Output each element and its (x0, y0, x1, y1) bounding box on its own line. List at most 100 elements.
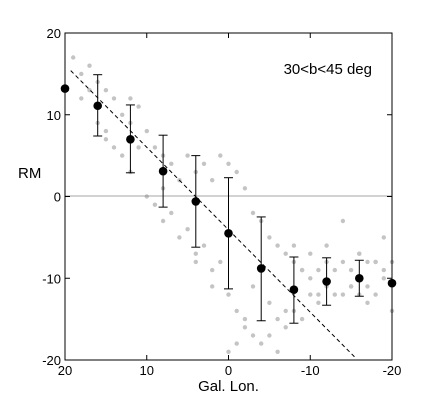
y-tick-label: 20 (47, 26, 61, 41)
scatter-point (111, 96, 117, 101)
scatter-point (226, 292, 231, 297)
error-bars (93, 74, 364, 324)
scatter-point (201, 243, 207, 248)
scatter-point (120, 112, 125, 118)
mean-marker (126, 134, 135, 144)
scatter-point (120, 153, 125, 158)
y-tick-label: -10 (42, 271, 61, 286)
mean-marker (191, 197, 201, 206)
scatter-point (169, 161, 174, 166)
scatter-point (103, 137, 109, 142)
scatter-point (128, 96, 133, 101)
x-axis-title: Gal. Lon. (198, 378, 259, 395)
scatter-point (87, 63, 92, 68)
scatter-point (250, 333, 256, 338)
y-axis-ticks: 20 10 0 -10 -20 (42, 26, 392, 368)
scatter-point (234, 169, 239, 175)
scatter-point (193, 251, 198, 256)
scatter-point (234, 341, 239, 346)
scatter-point (136, 145, 141, 150)
scatter-point (185, 227, 190, 232)
scatter-point (291, 243, 297, 248)
mean-marker (93, 101, 102, 111)
scatter-point (201, 161, 207, 166)
y-tick-label: 0 (54, 190, 61, 205)
x-tick-label: -10 (301, 363, 320, 378)
scatter-point (340, 259, 346, 265)
x-tick-label: -20 (383, 363, 402, 378)
scatter-point (136, 104, 141, 109)
y-tick-label: -20 (42, 353, 61, 368)
y-axis-title: RM (18, 165, 41, 182)
x-tick-label: 0 (225, 363, 232, 378)
scatter-point (210, 284, 215, 289)
scatter-point (308, 276, 313, 281)
scatter-point (152, 202, 158, 207)
scatter-point (283, 308, 288, 314)
fit-line (70, 70, 356, 358)
scatter-point (242, 316, 248, 322)
scatter-point (267, 333, 272, 338)
scatter-point (357, 251, 362, 256)
mean-marker (158, 166, 168, 176)
scatter-point (275, 243, 280, 248)
binned-mean-points (60, 84, 397, 294)
mean-marker (256, 264, 266, 273)
scatter-point (381, 235, 386, 240)
scatter-point (144, 194, 149, 199)
scatter-point (340, 292, 346, 297)
scatter-point (308, 292, 313, 297)
scatter-point (348, 284, 354, 289)
scatter-point (373, 292, 378, 297)
scatter-point (144, 128, 149, 134)
mean-marker (224, 228, 233, 238)
scatter-point (169, 210, 174, 216)
scatter-point (177, 235, 182, 240)
scatter-point (226, 161, 231, 166)
scatter-point (218, 259, 223, 265)
scatter-point (226, 349, 231, 354)
scatter-point (348, 267, 354, 273)
scatter-point (152, 145, 158, 150)
scatter-point (299, 316, 305, 322)
scatter-point (283, 251, 288, 256)
scatter-point (71, 55, 76, 60)
scatter-point (275, 349, 280, 354)
scatter-point (160, 218, 166, 224)
mean-marker (289, 285, 299, 294)
scatter-point (250, 210, 256, 216)
scatter-point (79, 71, 84, 77)
scatter-point (267, 300, 272, 305)
scatter-point (340, 218, 346, 224)
scatter-point (365, 284, 370, 289)
scatter-point (324, 243, 329, 248)
scatter-point (316, 267, 321, 273)
scatter-point (332, 267, 337, 273)
scatter-point (259, 341, 264, 346)
mean-marker (355, 273, 364, 283)
scatter-point (242, 186, 248, 191)
scatter-points (71, 55, 395, 354)
scatter-point (103, 128, 109, 134)
scatter-point (242, 325, 248, 330)
y-tick-label: 10 (47, 108, 61, 123)
scatter-point (267, 235, 272, 240)
scatter-point (316, 300, 321, 305)
x-tick-label: 10 (140, 363, 154, 378)
scatter-point (218, 153, 223, 158)
scatter-point (210, 178, 215, 183)
scatter-point (275, 316, 280, 322)
scatter-point (283, 325, 288, 330)
scatter-point (381, 276, 386, 281)
scatter-point (316, 292, 321, 297)
annotation-label: 30<b<45 deg (284, 61, 372, 78)
scatter-point (308, 251, 313, 256)
scatter-point (103, 88, 109, 93)
scatter-point (365, 259, 370, 265)
scatter-point (381, 267, 386, 273)
scatter-point (234, 308, 239, 314)
scatter-point (332, 292, 337, 297)
scatter-point (111, 145, 117, 150)
scatter-point (373, 259, 378, 265)
x-axis-ticks: 20 10 0 -10 -20 (58, 33, 402, 378)
